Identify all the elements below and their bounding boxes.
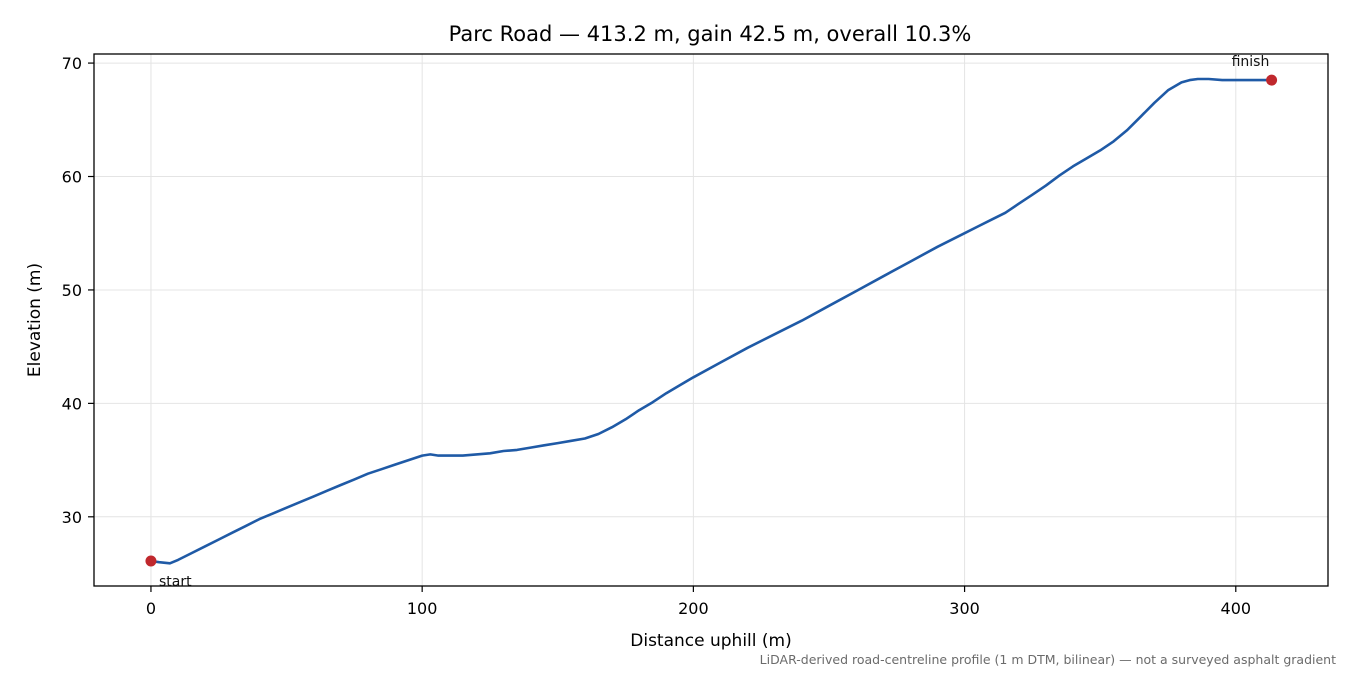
y-tick-label: 70 bbox=[62, 54, 82, 73]
x-axis-ticks: 0 100 200 300 400 bbox=[146, 586, 1251, 618]
chart-title: Parc Road — 413.2 m, gain 42.5 m, overal… bbox=[449, 22, 972, 46]
footnote: LiDAR-derived road-centreline profile (1… bbox=[760, 652, 1336, 667]
endpoint-markers: start finish bbox=[145, 54, 1278, 590]
plot-frame bbox=[93, 53, 1329, 587]
gridlines bbox=[94, 54, 1328, 586]
finish-label: finish bbox=[1232, 54, 1270, 70]
elevation-profile-line bbox=[149, 77, 1273, 565]
y-axis-ticks: 30 40 50 60 70 bbox=[62, 54, 94, 527]
x-tick-label: 200 bbox=[678, 599, 709, 618]
finish-marker bbox=[1266, 74, 1278, 86]
y-tick-label: 50 bbox=[62, 281, 82, 300]
x-axis-label: Distance uphill (m) bbox=[630, 631, 791, 651]
start-marker bbox=[145, 555, 157, 567]
x-tick-label: 400 bbox=[1221, 599, 1252, 618]
x-tick-label: 300 bbox=[949, 599, 980, 618]
y-axis-label: Elevation (m) bbox=[25, 263, 45, 377]
start-label: start bbox=[159, 574, 192, 590]
x-tick-label: 100 bbox=[407, 599, 438, 618]
x-tick-label: 0 bbox=[146, 599, 156, 618]
y-tick-label: 30 bbox=[62, 508, 82, 527]
y-tick-label: 40 bbox=[62, 394, 82, 413]
y-tick-label: 60 bbox=[62, 168, 82, 187]
